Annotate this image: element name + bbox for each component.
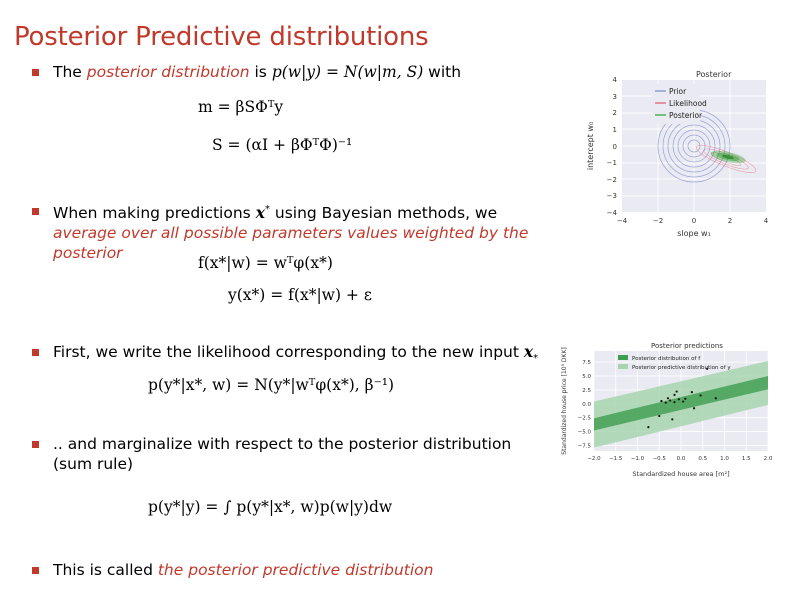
fig1-xtick: 2 [728, 217, 732, 225]
bullet-1-text: The posterior distribution is p(w|y) = N… [53, 63, 462, 81]
fig1-ytick: 1 [613, 126, 617, 134]
fig1-legend: Prior Likelihood Posterior [652, 84, 707, 124]
fig2-xtick: −2.0 [587, 456, 601, 462]
equation-f: f(x*|w) = wᵀφ(x*) [198, 254, 333, 272]
fig2-xtick: 2.0 [764, 456, 773, 462]
bullet-5-text: This is called the posterior predictive … [53, 561, 434, 579]
fig2-xtick: −1.0 [631, 456, 645, 462]
legend-posterior: Posterior [669, 111, 703, 120]
fig2-title: Posterior predictions [651, 342, 723, 350]
fig1-ytick: −3 [607, 192, 617, 200]
fig1-title: Posterior [696, 70, 732, 79]
slide-title: Posterior Predictive distributions [14, 22, 429, 52]
equation-m: m = βSΦᵀy [198, 98, 284, 116]
bullet-2-text: When making predictions x* using Bayesia… [53, 203, 529, 263]
fig2-xtick: −0.5 [653, 456, 667, 462]
fig2-ylabel: Standardized house price [10⁵ DKK] [561, 347, 568, 454]
fig2-ytick: −5.0 [578, 430, 592, 436]
data-point [671, 418, 674, 421]
fig1-ylabel: intercept w₀ [586, 122, 595, 170]
fig2-legend: Posterior distribution of f Posterior pr… [618, 355, 731, 371]
data-point [714, 397, 717, 400]
fig2-xtick: 0.0 [677, 456, 686, 462]
fig2-xtick: 1.0 [720, 456, 729, 462]
data-point [692, 407, 696, 410]
fig2-xtick: −1.5 [609, 456, 623, 462]
bullet-marker [32, 208, 39, 215]
bullet-marker [32, 69, 39, 76]
posterior-predictions-figure: Posterior predictions Posterior distribu… [561, 342, 773, 478]
fig1-xlabel: slope w₁ [677, 229, 711, 238]
data-point [664, 401, 667, 404]
posterior-contour-figure: Posterior Prior Likelihood Posterior 4 3… [586, 70, 769, 238]
fig2-ytick: 5.0 [582, 374, 591, 380]
data-point [682, 400, 685, 403]
legend-posterior-f: Posterior distribution of f [632, 356, 701, 362]
legend-predictive-y: Posterior predictive distribution of y [632, 365, 731, 371]
equation-marginal: p(y*|y) = ∫ p(y*|x*, w)p(w|y)dw [148, 498, 393, 516]
legend-likelihood: Likelihood [669, 99, 707, 108]
data-point [699, 394, 702, 397]
fig2-ytick: 7.5 [582, 360, 591, 366]
fig1-ytick: 2 [613, 109, 617, 117]
fig1-xtick: −4 [617, 217, 628, 225]
data-point [669, 399, 672, 402]
fig2-ytick: 2.5 [582, 388, 591, 394]
equation-likelihood: p(y*|x*, w) = N(y*|wᵀφ(x*), β⁻¹) [148, 376, 395, 394]
data-point [706, 367, 709, 370]
data-point [684, 397, 687, 400]
posterior-contours [710, 150, 746, 164]
data-point [690, 391, 693, 394]
data-point [677, 398, 680, 401]
fig2-ytick: −7.5 [578, 443, 592, 449]
fig1-ytick: −4 [607, 209, 618, 217]
bullet-marker [32, 441, 39, 448]
bullet-marker [32, 349, 39, 356]
fig2-xlabel: Standardized house area [m²] [632, 470, 729, 478]
fig2-xtick: 0.5 [698, 456, 707, 462]
bullet-3-text: First, we write the likelihood correspon… [53, 342, 539, 365]
fig2-ytick: 0.0 [582, 402, 591, 408]
data-point [658, 414, 661, 418]
data-point [673, 401, 676, 404]
fig1-xtick: 0 [692, 217, 696, 225]
fig1-ytick: 3 [613, 93, 617, 101]
fig1-ytick: 4 [613, 76, 618, 84]
data-point [675, 390, 678, 393]
equation-s: S = (αI + βΦᵀΦ)⁻¹ [212, 136, 353, 154]
posterior-f-band [594, 376, 768, 431]
fig1-ytick: −2 [607, 176, 617, 184]
data-point [660, 399, 663, 403]
fig1-xtick: 4 [764, 217, 769, 225]
fig1-ytick: 0 [613, 143, 617, 151]
data-point [666, 397, 670, 400]
fig1-ytick: −1 [607, 159, 617, 167]
equation-y: y(x*) = f(x*|w) + ε [228, 286, 372, 304]
data-point [647, 426, 650, 429]
fig2-xtick: 1.5 [742, 456, 751, 462]
data-point [673, 393, 676, 396]
fig2-ytick: −2.5 [578, 416, 592, 422]
fig1-xtick: −2 [653, 217, 663, 225]
bullet-4-text: .. and marginalize with respect to the p… [53, 435, 512, 473]
legend-prior: Prior [669, 87, 687, 96]
bullet-marker [32, 567, 39, 574]
